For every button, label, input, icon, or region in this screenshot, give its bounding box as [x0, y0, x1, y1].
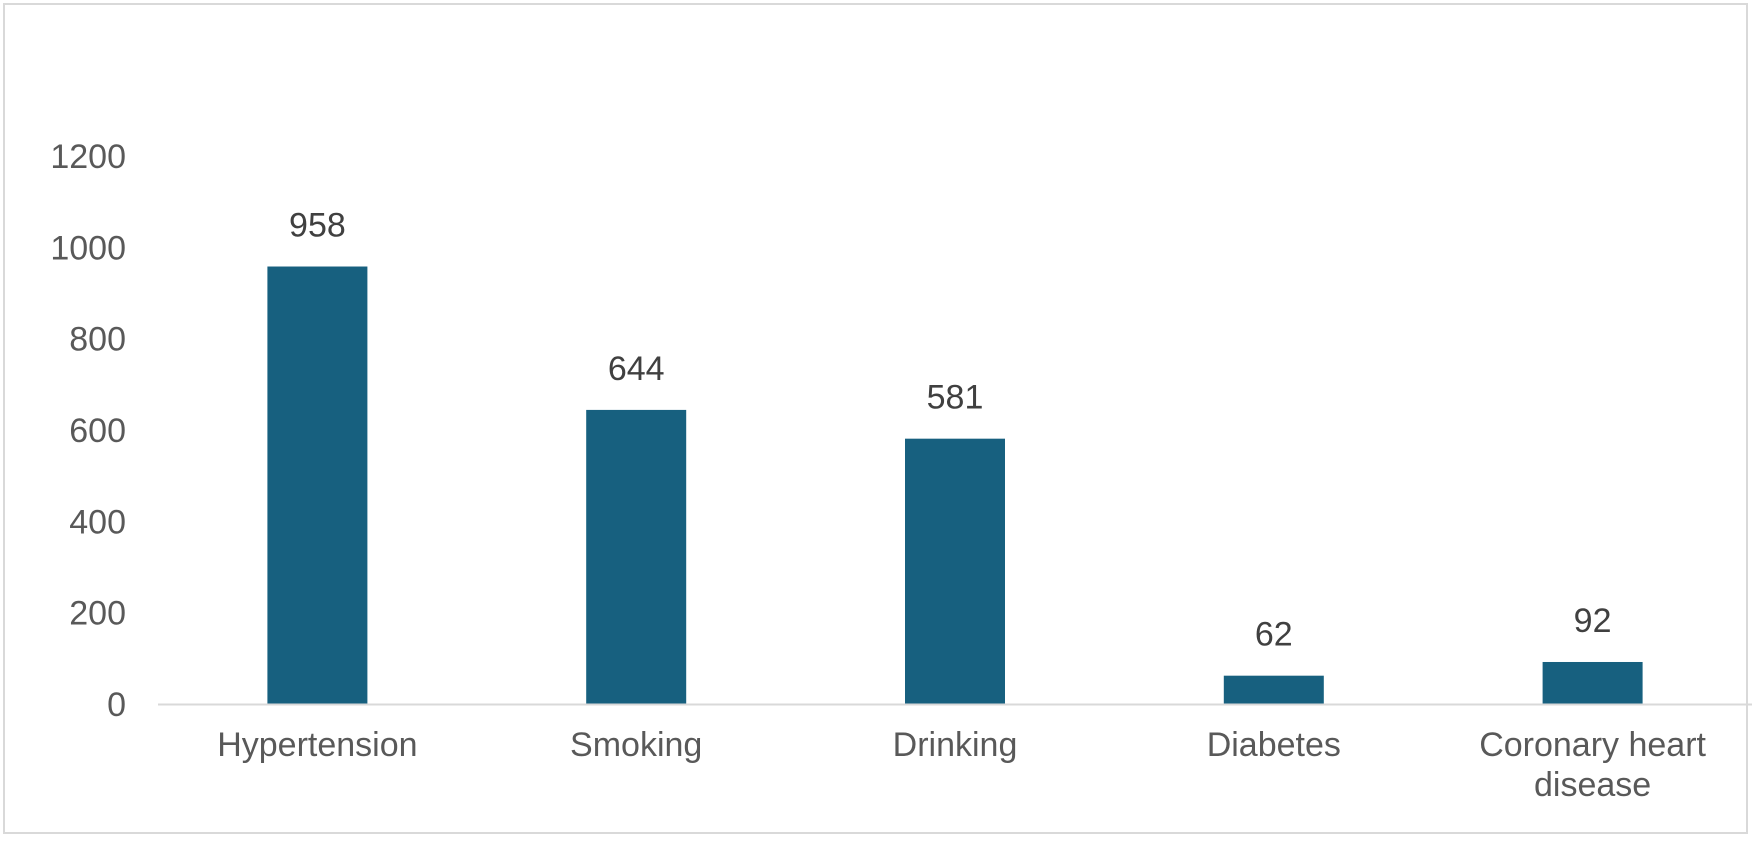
y-tick-label: 600	[69, 412, 126, 450]
x-axis-category-labels: Hypertension Smoking Drinking Diabetes Coron…	[217, 726, 1706, 804]
bar-series	[267, 266, 1643, 704]
y-tick-label: 1200	[50, 138, 126, 176]
x-category-label: Diabetes	[1207, 726, 1341, 764]
data-label: 644	[608, 350, 665, 388]
bar	[1542, 661, 1643, 704]
bar	[586, 409, 687, 704]
data-label: 92	[1574, 602, 1612, 640]
x-category-label: disease	[1534, 766, 1651, 804]
y-axis-tick-labels: 0 200 400 600 800 1000 1200	[50, 138, 126, 724]
y-tick-label: 400	[69, 503, 126, 541]
x-category-label: Smoking	[570, 726, 702, 764]
y-tick-label: 200	[69, 595, 126, 633]
x-category-label: Hypertension	[217, 726, 417, 764]
y-tick-label: 1000	[50, 229, 126, 267]
y-tick-label: 800	[69, 321, 126, 359]
data-labels: 958 644 581 62 92	[289, 207, 1611, 654]
data-label: 581	[927, 379, 984, 417]
bar	[1223, 675, 1324, 704]
x-category-label: Drinking	[893, 726, 1018, 764]
bar	[267, 266, 368, 704]
data-label: 62	[1255, 616, 1293, 654]
data-label: 958	[289, 207, 346, 245]
x-category-label: Coronary heart	[1479, 726, 1706, 764]
bar	[905, 438, 1005, 704]
y-tick-label: 0	[107, 686, 126, 724]
